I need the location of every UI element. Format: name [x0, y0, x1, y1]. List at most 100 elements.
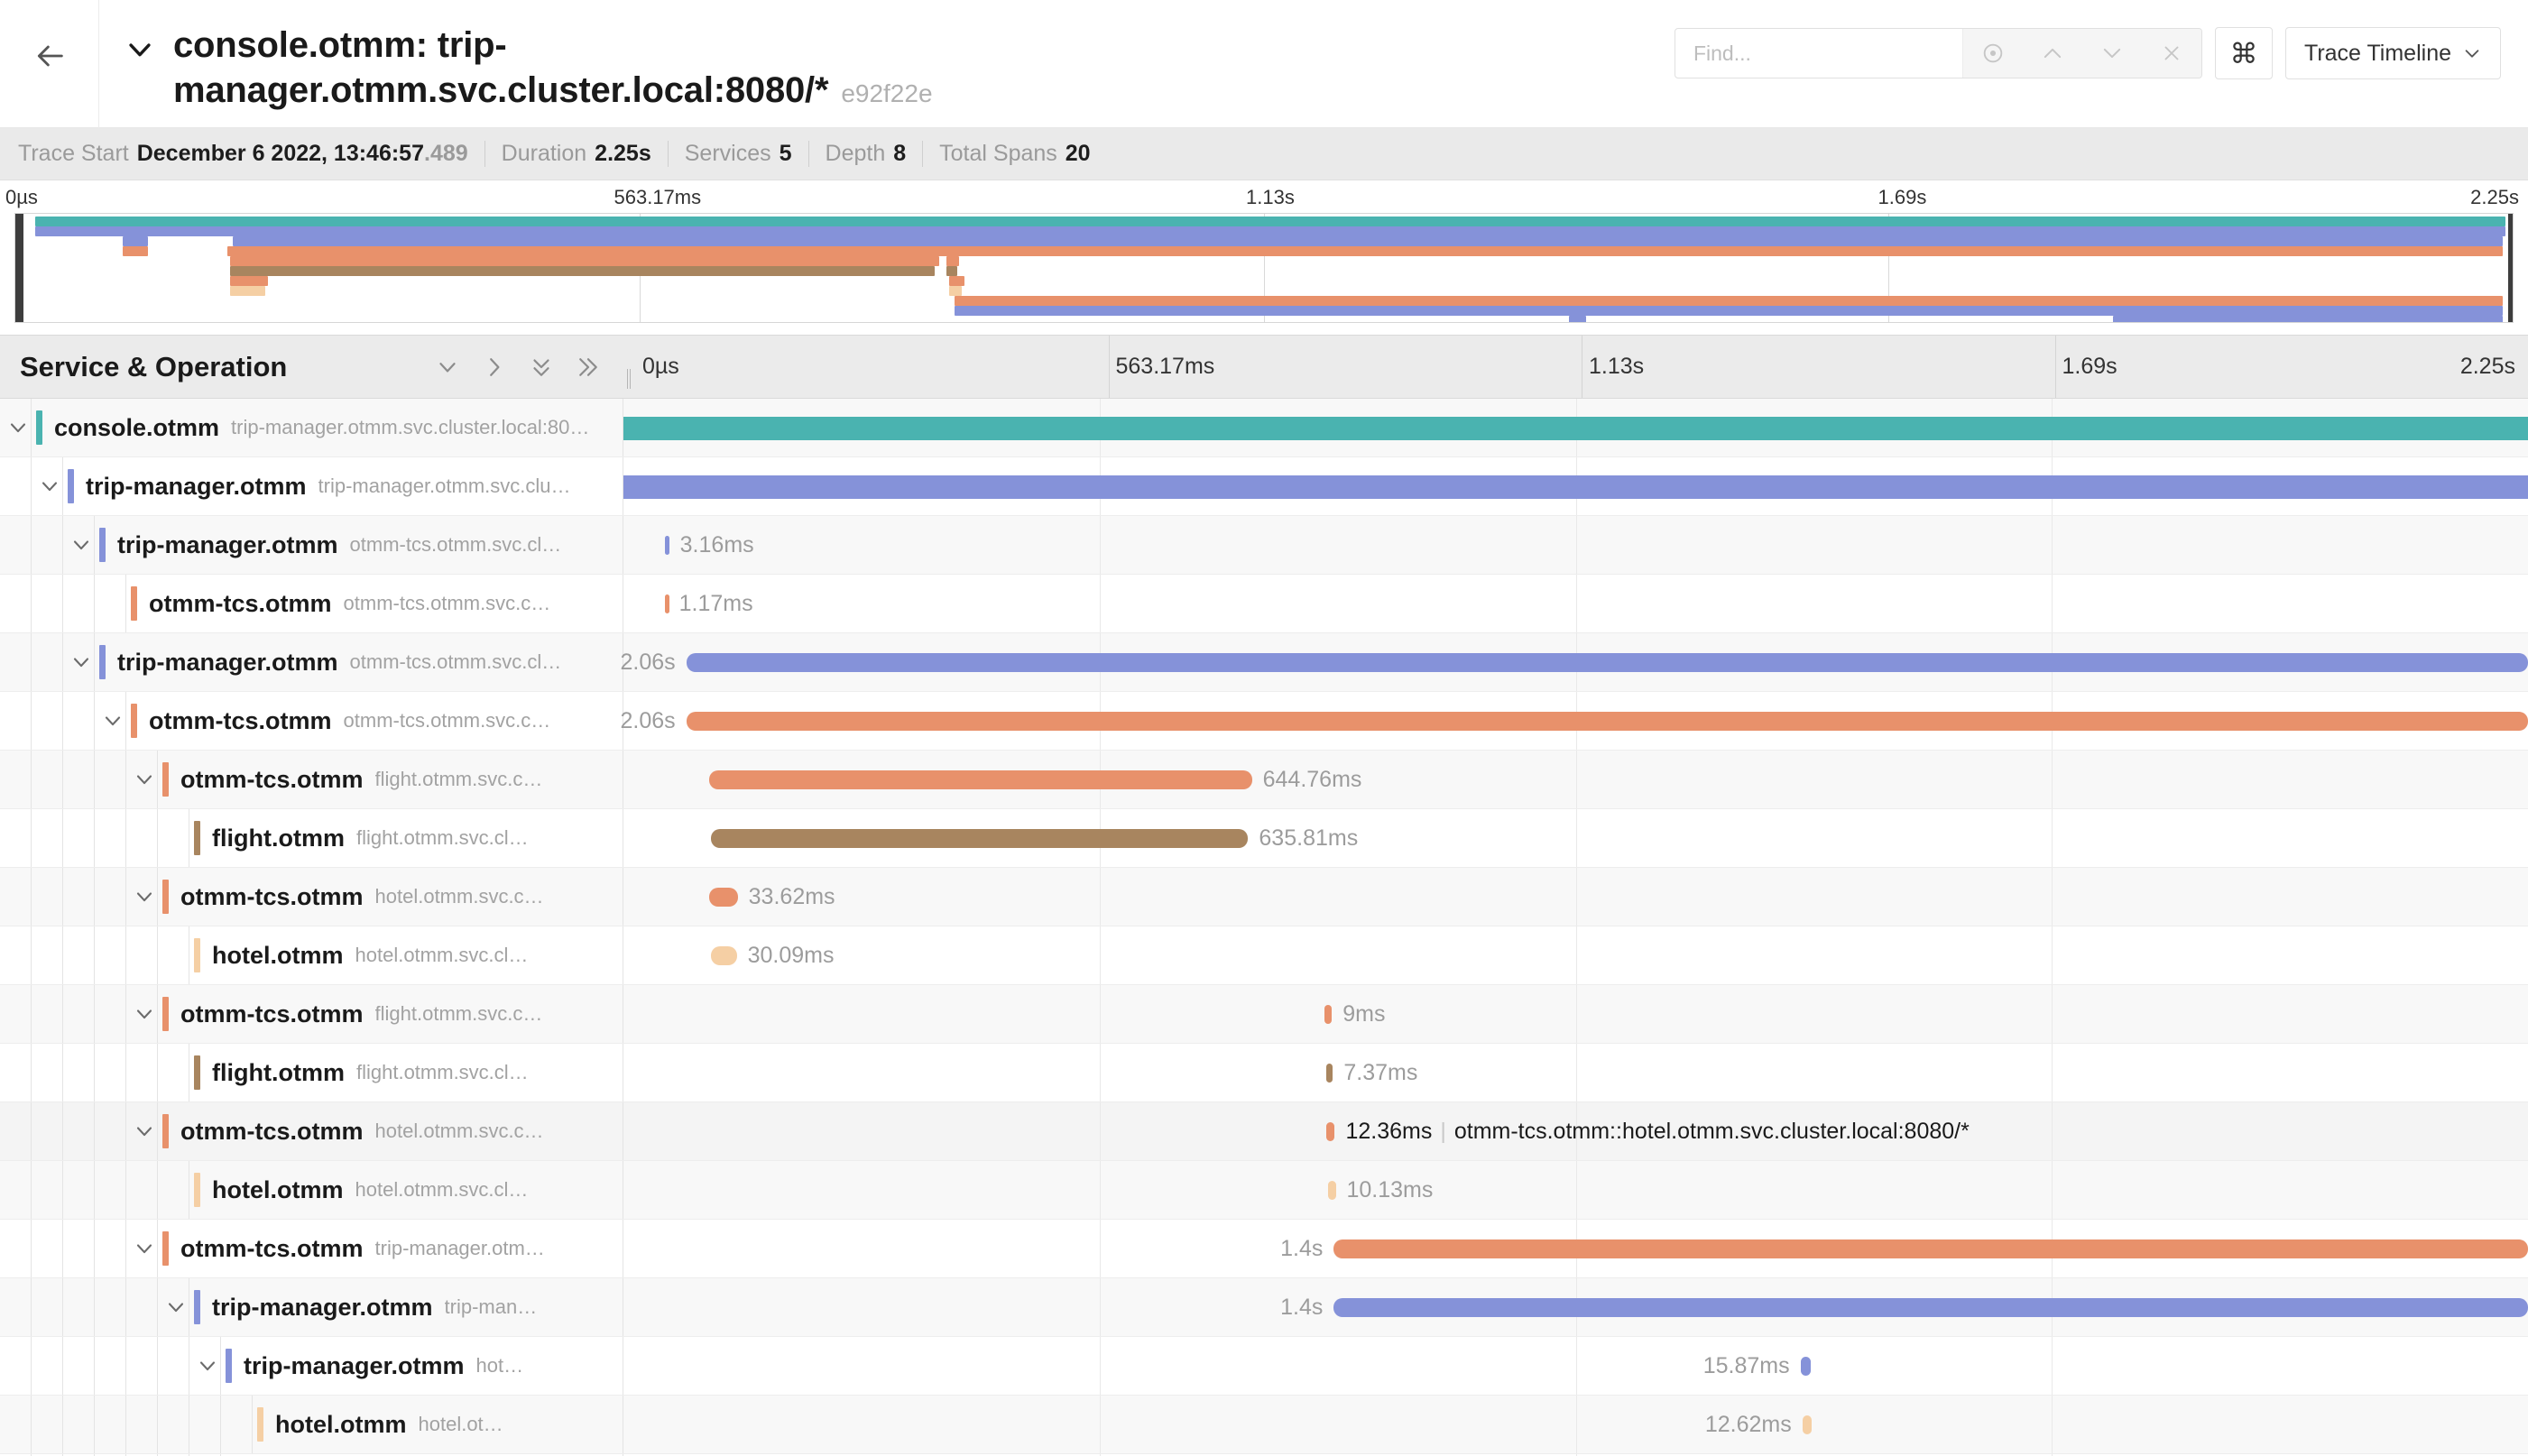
span-row-timeline[interactable]: 12.36ms | otmm-tcs.otmm::hotel.otmm.svc.cl…: [623, 1102, 2528, 1160]
chevron-down-icon[interactable]: [126, 1102, 162, 1160]
chevron-down-icon[interactable]: [158, 1278, 194, 1336]
chevron-down-icon[interactable]: [32, 457, 68, 515]
span-duration-bar[interactable]: [686, 653, 2528, 672]
span-row[interactable]: flight.otmm flight.otmm.svc.cl… 635.81ms: [0, 809, 2528, 868]
span-duration-bar[interactable]: [1800, 1357, 1812, 1376]
chevron-down-icon[interactable]: [126, 1220, 162, 1277]
span-row[interactable]: otmm-tcs.otmm flight.otmm.svc.c… 9ms: [0, 985, 2528, 1044]
span-row-label[interactable]: otmm-tcs.otmm otmm-tcs.otmm.svc.c…: [0, 575, 623, 632]
title-collapse-toggle[interactable]: [119, 29, 161, 70]
span-row-timeline[interactable]: 10.13ms: [623, 1161, 2528, 1219]
span-row[interactable]: console.otmm trip-manager.otmm.svc.cluste…: [0, 399, 2528, 457]
span-row[interactable]: flight.otmm flight.otmm.svc.cl… 7.37ms: [0, 1044, 2528, 1102]
span-duration-bar[interactable]: [1333, 1239, 2528, 1258]
span-row[interactable]: otmm-tcs.otmm otmm-tcs.otmm.svc.c… 2.06s: [0, 692, 2528, 751]
span-row-timeline[interactable]: 644.76ms: [623, 751, 2528, 808]
span-row[interactable]: hotel.otmm hotel.ot… 12.62ms: [0, 1396, 2528, 1454]
span-row-timeline[interactable]: 15.87ms: [623, 1337, 2528, 1395]
minimap-drag-handle-left[interactable]: [15, 214, 23, 322]
back-button[interactable]: [0, 0, 99, 128]
span-row[interactable]: otmm-tcs.otmm flight.otmm.svc.c… 644.76ms: [0, 751, 2528, 809]
span-duration-bar[interactable]: [623, 417, 2528, 440]
span-row-timeline[interactable]: 1.17ms: [623, 575, 2528, 632]
span-row-label[interactable]: trip-manager.otmm trip-man…: [0, 1278, 623, 1336]
chevron-down-icon[interactable]: [126, 751, 162, 808]
span-duration-bar[interactable]: [711, 829, 1249, 848]
span-row-label[interactable]: otmm-tcs.otmm trip-manager.otm…: [0, 1220, 623, 1277]
span-row-timeline[interactable]: 1.4s: [623, 1278, 2528, 1336]
span-row-timeline[interactable]: [623, 399, 2528, 456]
view-mode-select[interactable]: Trace Timeline: [2284, 27, 2501, 79]
span-row[interactable]: otmm-tcs.otmm hotel.otmm.svc.c… 33.62ms: [0, 868, 2528, 926]
span-row-label[interactable]: trip-manager.otmmflig…: [0, 1454, 623, 1456]
span-row-timeline[interactable]: 12.62ms: [623, 1396, 2528, 1453]
span-row-label[interactable]: otmm-tcs.otmm otmm-tcs.otmm.svc.c…: [0, 692, 623, 750]
search-input[interactable]: [1675, 29, 1962, 78]
chevron-down-icon[interactable]: [428, 347, 467, 387]
span-row-label[interactable]: otmm-tcs.otmm flight.otmm.svc.c…: [0, 751, 623, 808]
chevron-down-icon[interactable]: [126, 868, 162, 926]
span-row-timeline[interactable]: [623, 457, 2528, 515]
span-row-label[interactable]: flight.otmm flight.otmm.svc.cl…: [0, 1044, 623, 1101]
trace-minimap[interactable]: [14, 213, 2514, 323]
span-row[interactable]: hotel.otmm hotel.otmm.svc.cl… 10.13ms: [0, 1161, 2528, 1220]
span-row-label[interactable]: otmm-tcs.otmm flight.otmm.svc.c…: [0, 985, 623, 1043]
span-duration-bar[interactable]: [686, 712, 2528, 731]
span-duration-bar[interactable]: [1325, 1122, 1335, 1141]
span-row[interactable]: trip-manager.otmm trip-man… 1.4s: [0, 1278, 2528, 1337]
span-row-label[interactable]: otmm-tcs.otmm hotel.otmm.svc.c…: [0, 868, 623, 926]
chevron-down-icon[interactable]: [126, 985, 162, 1043]
span-row-label[interactable]: trip-manager.otmm otmm-tcs.otmm.svc.cl…: [0, 633, 623, 691]
span-duration-bar[interactable]: [708, 888, 738, 907]
span-duration-bar[interactable]: [1328, 1181, 1336, 1200]
span-row-label[interactable]: hotel.otmm hotel.otmm.svc.cl…: [0, 1161, 623, 1219]
span-duration-bar[interactable]: [1325, 1064, 1333, 1083]
span-row-timeline[interactable]: 1.4s: [623, 1220, 2528, 1277]
span-row-timeline[interactable]: 9ms: [623, 985, 2528, 1043]
find-prev-icon[interactable]: [2023, 29, 2082, 78]
chevron-down-icon[interactable]: [63, 633, 99, 691]
span-row-timeline[interactable]: 2.06s: [621, 633, 2528, 691]
span-duration-bar[interactable]: [665, 536, 670, 555]
minimap-drag-handle-right[interactable]: [2508, 214, 2513, 322]
span-duration-bar[interactable]: [623, 475, 2528, 499]
span-row[interactable]: otmm-tcs.otmm otmm-tcs.otmm.svc.c… 1.17ms: [0, 575, 2528, 633]
span-duration-bar[interactable]: [1333, 1298, 2528, 1317]
span-row[interactable]: hotel.otmm hotel.otmm.svc.cl… 30.09ms: [0, 926, 2528, 985]
span-row-label[interactable]: hotel.otmm hotel.ot…: [0, 1396, 623, 1453]
span-row-label[interactable]: trip-manager.otmm otmm-tcs.otmm.svc.cl…: [0, 516, 623, 574]
span-row[interactable]: trip-manager.otmm hot… 15.87ms: [0, 1337, 2528, 1396]
span-row[interactable]: trip-manager.otmm trip-manager.otmm.svc.c…: [0, 457, 2528, 516]
column-resizer[interactable]: [623, 336, 635, 398]
double-chevron-down-icon[interactable]: [521, 347, 561, 387]
chevron-down-icon[interactable]: [189, 1337, 226, 1395]
span-row-timeline[interactable]: 3.16ms: [623, 516, 2528, 574]
span-row-timeline[interactable]: 351.64ms: [623, 1454, 2528, 1456]
target-icon[interactable]: [1963, 29, 2023, 78]
span-row-label[interactable]: hotel.otmm hotel.otmm.svc.cl…: [0, 926, 623, 984]
chevron-right-icon[interactable]: [475, 347, 514, 387]
span-row-label[interactable]: trip-manager.otmm hot…: [0, 1337, 623, 1395]
span-row-timeline[interactable]: 33.62ms: [623, 868, 2528, 926]
chevron-down-icon[interactable]: [0, 399, 36, 456]
span-row-timeline[interactable]: 7.37ms: [623, 1044, 2528, 1101]
span-duration-bar[interactable]: [665, 594, 670, 613]
span-duration-bar[interactable]: [1802, 1415, 1813, 1434]
span-row-label[interactable]: console.otmm trip-manager.otmm.svc.cluste…: [0, 399, 623, 456]
close-icon[interactable]: [2142, 29, 2201, 78]
keyboard-shortcuts-button[interactable]: ⌘: [2214, 27, 2273, 79]
span-duration-bar[interactable]: [1324, 1005, 1333, 1024]
span-row[interactable]: trip-manager.otmm otmm-tcs.otmm.svc.cl… 3.…: [0, 516, 2528, 575]
span-row[interactable]: otmm-tcs.otmm trip-manager.otm… 1.4s: [0, 1220, 2528, 1278]
span-duration-bar[interactable]: [711, 946, 737, 965]
span-row-timeline[interactable]: 30.09ms: [623, 926, 2528, 984]
span-row[interactable]: trip-manager.otmm otmm-tcs.otmm.svc.cl… 2.…: [0, 633, 2528, 692]
span-row-label[interactable]: flight.otmm flight.otmm.svc.cl…: [0, 809, 623, 867]
span-duration-bar[interactable]: [708, 770, 1252, 789]
span-row-timeline[interactable]: 635.81ms: [623, 809, 2528, 867]
span-row[interactable]: otmm-tcs.otmm hotel.otmm.svc.c… 12.36ms | ot…: [0, 1102, 2528, 1161]
find-next-icon[interactable]: [2082, 29, 2142, 78]
chevron-down-icon[interactable]: [63, 516, 99, 574]
chevron-down-icon[interactable]: [95, 692, 131, 750]
